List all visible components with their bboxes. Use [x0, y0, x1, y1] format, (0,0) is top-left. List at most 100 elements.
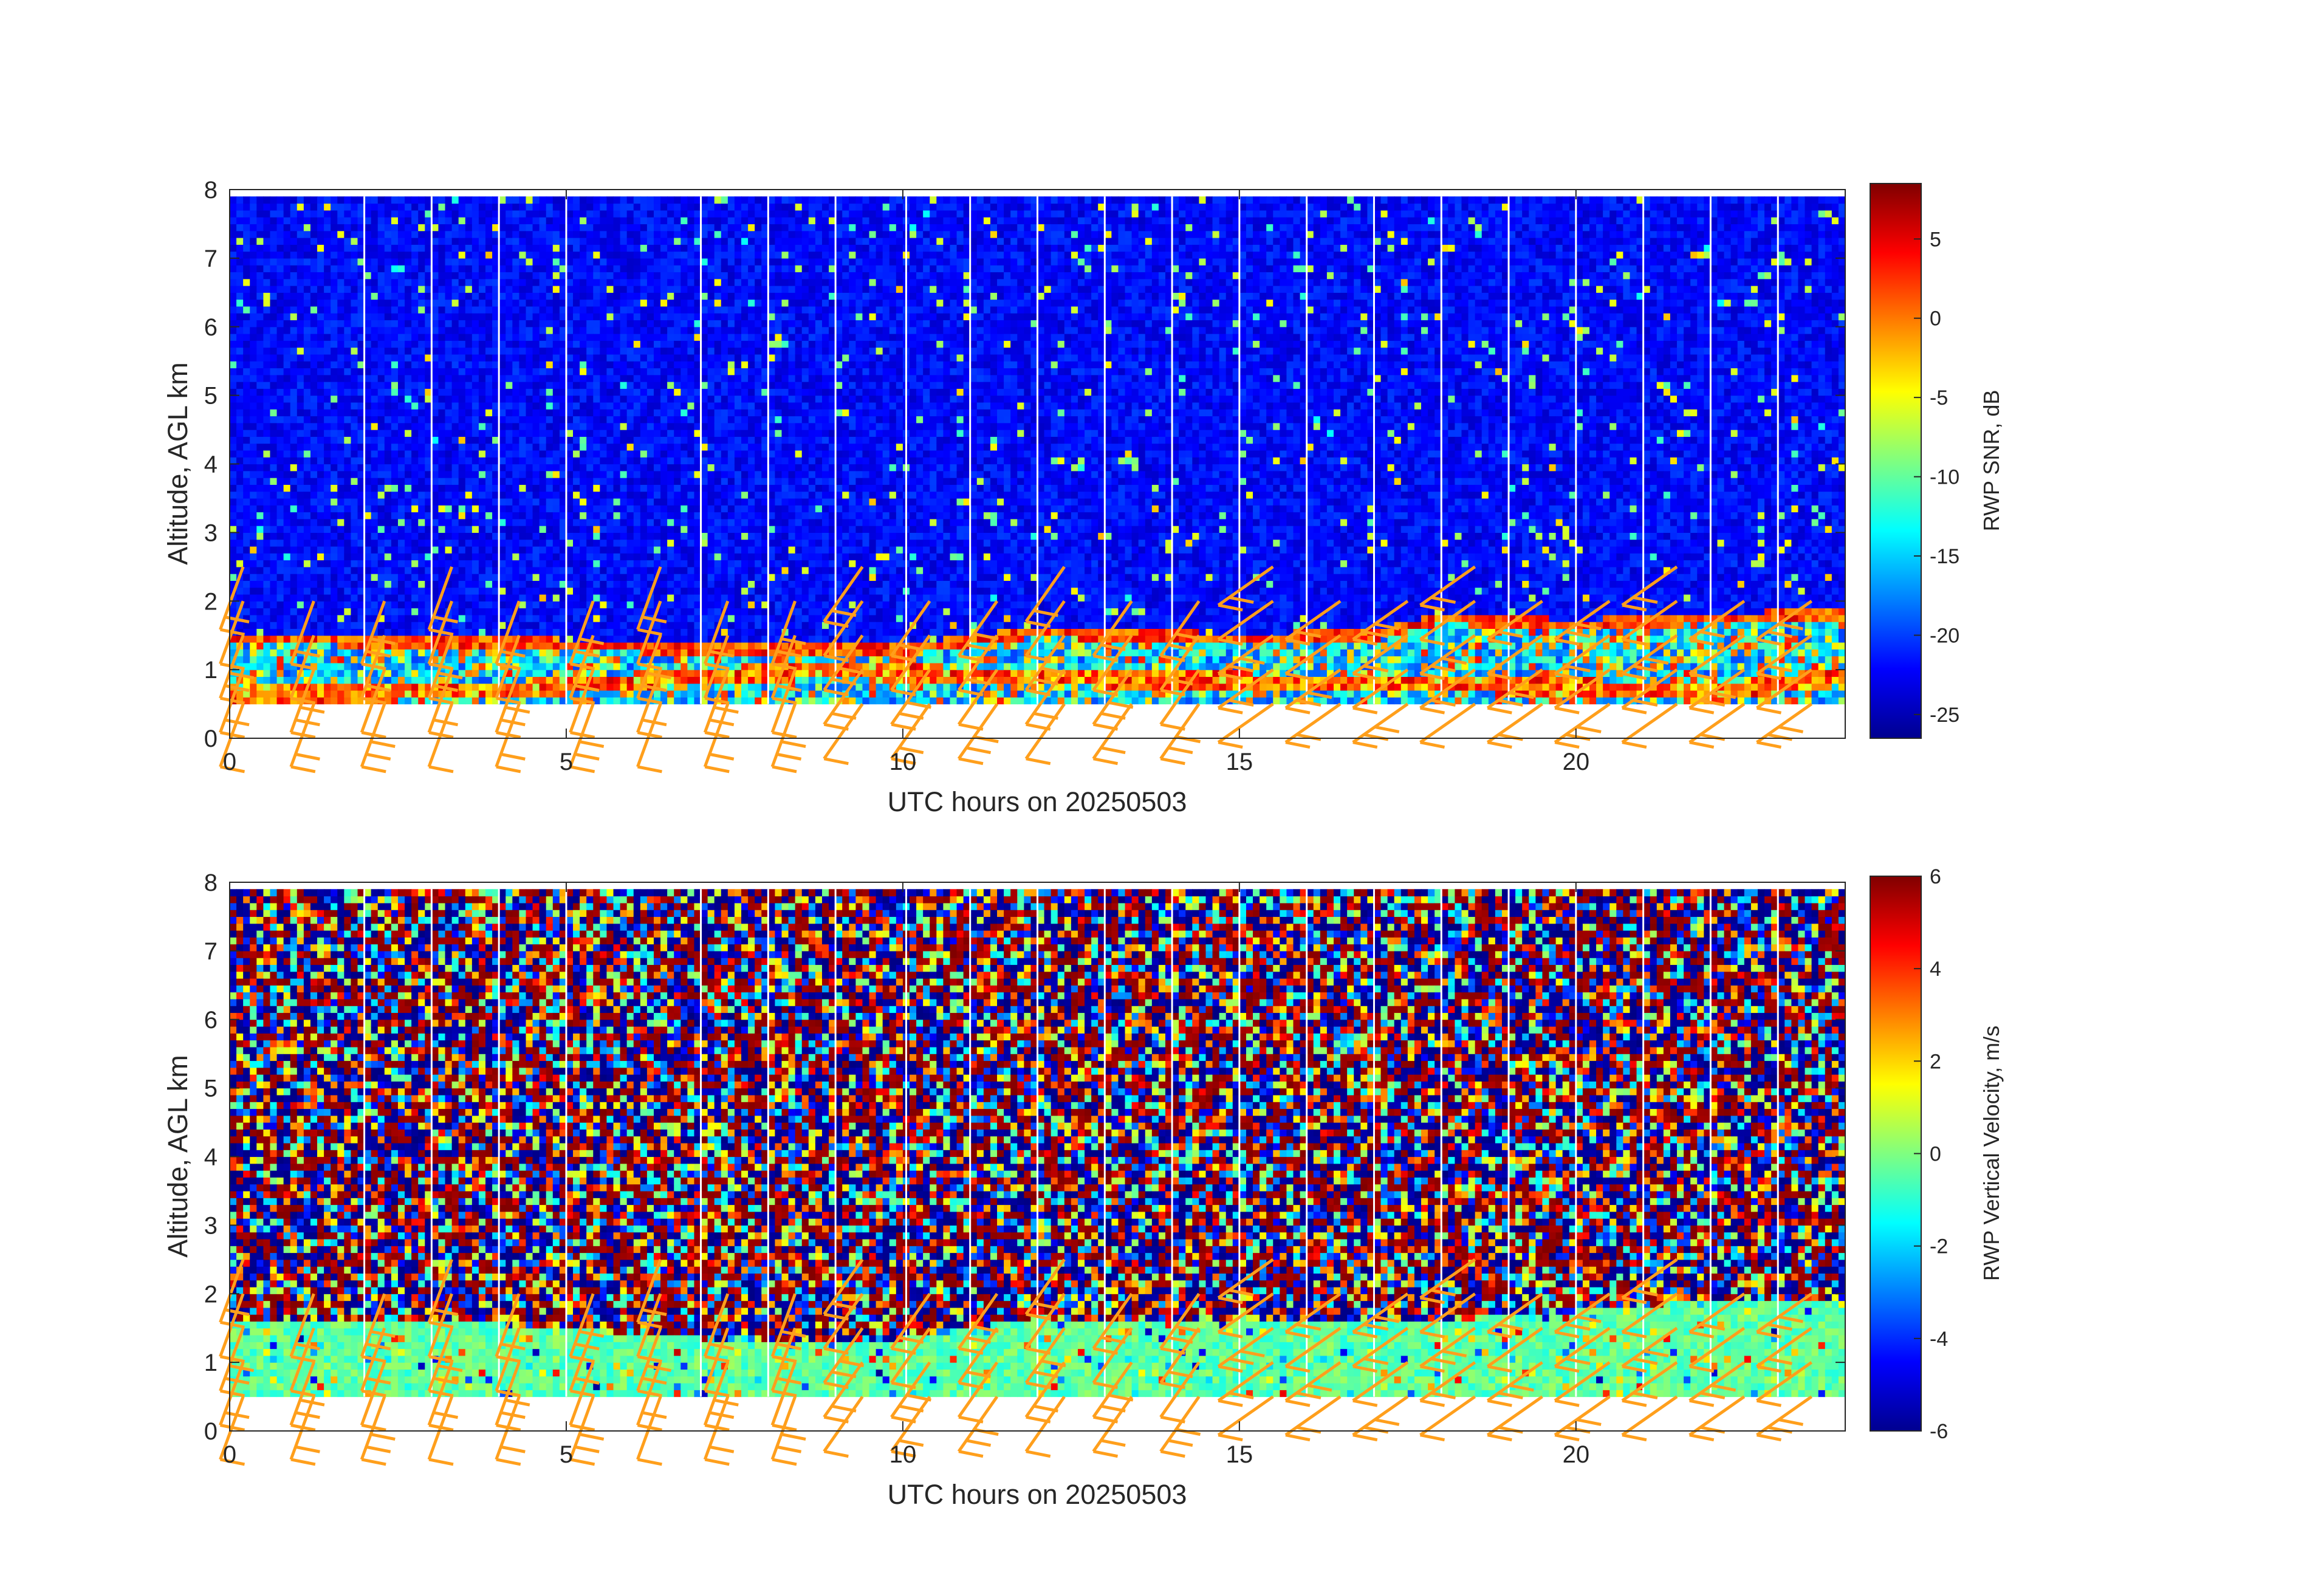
heatmap-cell — [512, 203, 520, 211]
heatmap-cell — [499, 306, 506, 314]
heatmap-cell — [270, 683, 278, 691]
heatmap-cell — [451, 622, 459, 629]
heatmap-cell — [331, 326, 338, 334]
heatmap-cell — [674, 299, 681, 307]
heatmap-cell — [626, 306, 634, 314]
heatmap-cell — [283, 683, 291, 691]
heatmap-cell — [243, 313, 250, 321]
heatmap-cell — [674, 518, 681, 526]
heatmap-cell — [458, 505, 466, 513]
heatmap-cell — [451, 642, 459, 650]
heatmap-cell — [337, 443, 344, 451]
heatmap-cell — [471, 670, 479, 677]
heatmap-cell — [296, 642, 304, 650]
heatmap-cell — [506, 464, 513, 472]
heatmap-cell — [317, 614, 324, 622]
heatmap-cell — [646, 676, 654, 684]
heatmap-cell — [593, 656, 600, 664]
heatmap-cell — [451, 334, 459, 341]
heatmap-cell — [303, 670, 311, 677]
heatmap-cell — [310, 470, 318, 478]
heatmap-cell — [331, 374, 338, 382]
heatmap-cell — [465, 546, 473, 554]
heatmap-cell — [580, 512, 587, 520]
heatmap-cell — [243, 635, 250, 643]
heatmap-cell — [296, 258, 304, 266]
heatmap-cell — [263, 683, 271, 691]
heatmap-cell — [606, 238, 614, 245]
heatmap-cell — [391, 539, 399, 547]
heatmap-cell — [458, 532, 466, 540]
heatmap-cell — [310, 580, 318, 588]
heatmap-cell — [653, 470, 661, 478]
heatmap-cell — [243, 560, 250, 568]
heatmap-cell — [593, 340, 600, 348]
heatmap-cell — [593, 361, 600, 369]
heatmap-cell — [519, 649, 527, 657]
heatmap-cell — [270, 662, 278, 670]
heatmap-cell — [458, 464, 466, 472]
heatmap-cell — [646, 518, 654, 526]
heatmap-cell — [290, 210, 298, 218]
heatmap-cell — [506, 210, 513, 218]
heatmap-cell — [391, 443, 399, 451]
heatmap-cell — [660, 649, 668, 657]
heatmap-cell — [250, 306, 257, 314]
heatmap-cell — [418, 354, 425, 362]
heatmap-cell — [344, 230, 352, 238]
heatmap-cell — [384, 450, 392, 458]
heatmap-cell — [552, 697, 560, 705]
heatmap-cell — [485, 382, 493, 389]
heatmap-cell — [303, 450, 311, 458]
heatmap-cell — [465, 642, 473, 650]
heatmap-cell — [377, 217, 385, 225]
heatmap-cell — [364, 416, 372, 424]
heatmap-cell — [546, 512, 554, 520]
heatmap-cell — [593, 601, 600, 609]
heatmap-cell — [626, 628, 634, 636]
heatmap-cell — [519, 278, 527, 286]
heatmap-cell — [465, 683, 473, 691]
heatmap-cell — [600, 601, 608, 609]
heatmap-cell — [263, 422, 271, 430]
heatmap-cell — [559, 642, 567, 650]
heatmap-cell — [310, 622, 318, 629]
heatmap-cell — [626, 546, 634, 554]
heatmap-cell — [512, 601, 520, 609]
heatmap-cell — [499, 560, 506, 568]
heatmap-cell — [593, 306, 600, 314]
heatmap-cell — [418, 238, 425, 245]
heatmap-cell — [532, 326, 540, 334]
heatmap-cell — [445, 470, 453, 478]
heatmap-cell — [405, 512, 412, 520]
heatmap-cell — [364, 258, 372, 266]
heatmap-cell — [485, 258, 493, 266]
heatmap-cell — [613, 395, 621, 403]
heatmap-cell — [626, 238, 634, 245]
heatmap-cell — [573, 436, 580, 444]
heatmap-cell — [431, 244, 439, 252]
heatmap-cell — [626, 443, 634, 451]
heatmap-cell — [606, 374, 614, 382]
heatmap-cell — [384, 464, 392, 472]
heatmap-cell — [438, 244, 446, 252]
heatmap-cell — [230, 566, 237, 574]
heatmap-cell — [451, 443, 459, 451]
heatmap-cell — [310, 526, 318, 533]
heatmap-cell — [243, 238, 250, 245]
heatmap-cell — [593, 251, 600, 259]
heatmap-cell — [351, 368, 358, 376]
heatmap-cell — [250, 230, 257, 238]
heatmap-cell — [552, 512, 560, 520]
heatmap-cell — [344, 196, 352, 204]
heatmap-cell — [337, 464, 344, 472]
heatmap-cell — [633, 203, 641, 211]
heatmap-cell — [526, 272, 533, 280]
heatmap-cell — [485, 286, 493, 293]
heatmap-cell — [633, 457, 641, 465]
heatmap-cell — [438, 574, 446, 581]
heatmap-cell — [606, 566, 614, 574]
heatmap-cell — [331, 484, 338, 492]
heatmap-cell — [559, 230, 567, 238]
heatmap-cell — [250, 334, 257, 341]
